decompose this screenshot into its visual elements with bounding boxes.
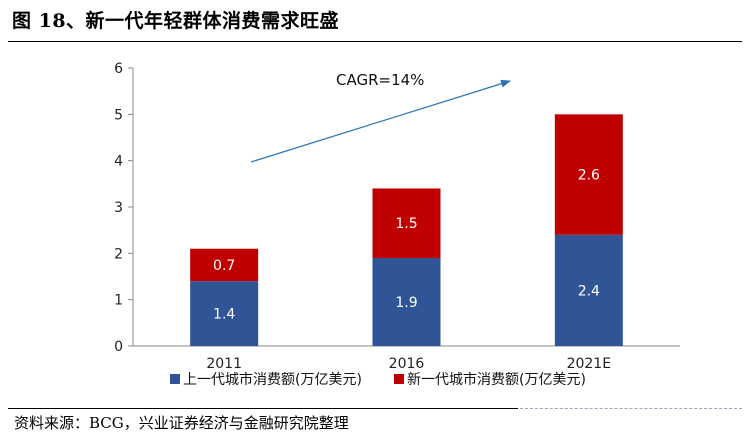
y-tick-label: 4 <box>114 154 123 170</box>
figure-title: 图 18、新一代年轻群体消费需求旺盛 <box>12 10 340 32</box>
bar-segment-series-2 <box>190 248 259 282</box>
bar-segment-series-2 <box>554 114 623 235</box>
legend-label: 新一代城市消费额(万亿美元) <box>407 371 586 388</box>
cagr-arrow <box>250 79 511 163</box>
y-axis: 0 1 2 3 4 5 6 <box>114 61 134 355</box>
x-tick-label: 2016 <box>389 356 425 372</box>
x-tick-label: 2011 <box>206 356 242 372</box>
cagr-annotation: CAGR=14% <box>250 71 511 163</box>
source-rule <box>8 408 518 409</box>
y-tick-label: 6 <box>114 61 123 77</box>
y-tick-label: 3 <box>114 200 123 216</box>
bar-value-label: 1.5 <box>395 216 417 232</box>
bar-value-label: 0.7 <box>213 258 235 274</box>
title-rule <box>8 41 742 42</box>
x-tick-label: 2021E <box>567 356 611 372</box>
x-axis: 2011 2016 2021E <box>133 345 680 372</box>
y-tick-label: 1 <box>114 293 123 309</box>
y-tick-label: 2 <box>114 246 123 262</box>
bar-segment-series-1 <box>190 281 259 346</box>
source-rule-dashed <box>520 408 742 409</box>
legend-label: 上一代城市消费额(万亿美元) <box>183 371 362 388</box>
bar-segment-series-1 <box>372 257 441 346</box>
y-tick-label: 5 <box>114 107 123 123</box>
bar-value-label: 2.6 <box>578 168 600 184</box>
bar-segment-series-1 <box>554 234 623 346</box>
bar-value-label: 2.4 <box>578 283 600 299</box>
y-tick-label: 0 <box>114 339 123 355</box>
bar-segment-series-2 <box>372 188 441 258</box>
bar-value-label: 1.4 <box>213 307 235 323</box>
bar-value-label: 1.9 <box>395 295 417 311</box>
legend-swatch <box>170 374 180 384</box>
data-labels: 1.4 0.7 1.9 1.5 2.4 2.6 <box>213 168 600 323</box>
legend: 上一代城市消费额(万亿美元) 新一代城市消费额(万亿美元) <box>170 371 586 388</box>
source-note: 资料来源：BCG，兴业证券经济与金融研究院整理 <box>14 414 349 432</box>
bars <box>190 114 623 346</box>
cagr-label: CAGR=14% <box>336 71 424 89</box>
legend-swatch <box>394 374 404 384</box>
